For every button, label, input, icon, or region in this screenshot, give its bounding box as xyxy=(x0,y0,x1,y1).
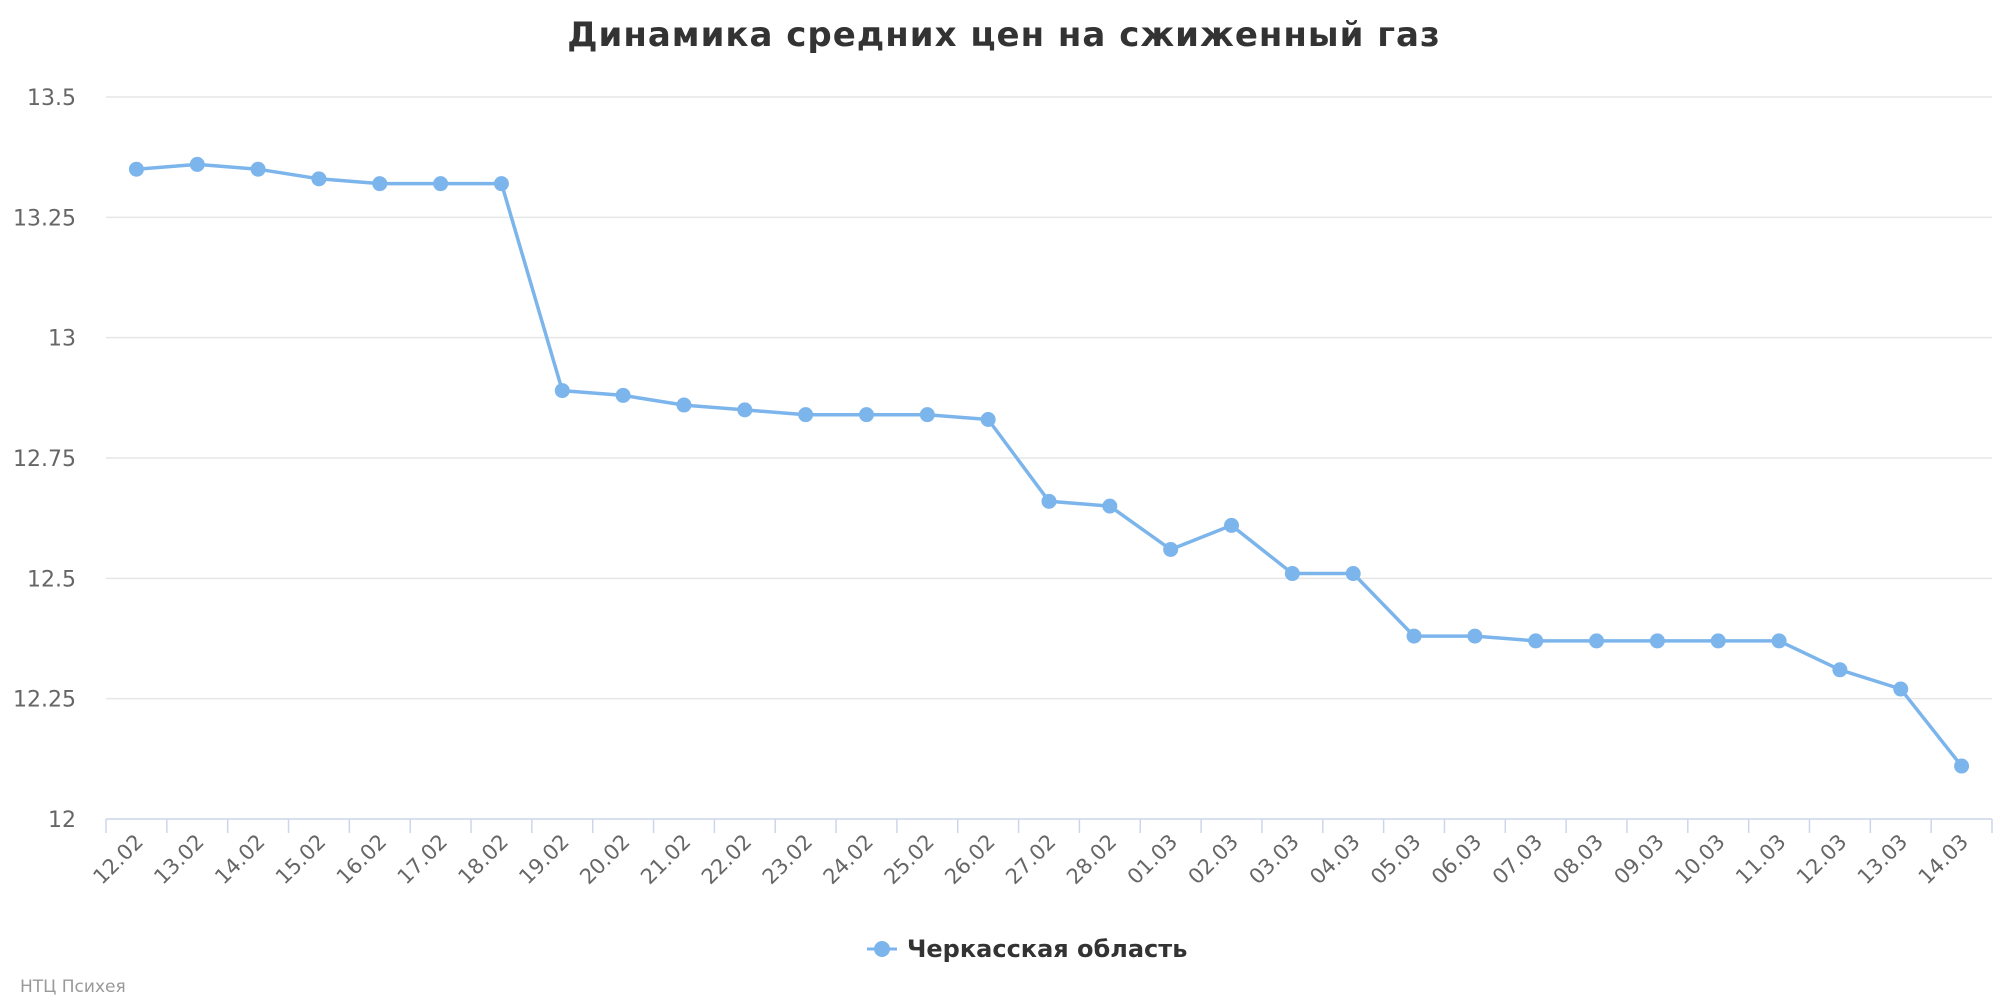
x-tick-label: 07.03 xyxy=(1488,830,1547,889)
x-tick-label: 14.02 xyxy=(210,830,269,889)
x-tick-label: 13.03 xyxy=(1853,830,1912,889)
y-tick-label: 13.25 xyxy=(13,206,76,231)
x-tick-label: 16.02 xyxy=(332,830,391,889)
x-tick-label: 28.02 xyxy=(1062,830,1121,889)
data-point[interactable] xyxy=(1528,633,1544,649)
x-tick-label: 18.02 xyxy=(454,830,513,889)
data-point[interactable] xyxy=(1406,628,1422,644)
series-line xyxy=(134,162,1964,768)
chart-title: Динамика средних цен на сжиженный газ xyxy=(567,15,1441,55)
data-point[interactable] xyxy=(1832,662,1848,678)
data-point[interactable] xyxy=(1710,633,1726,649)
y-tick-label: 12.75 xyxy=(13,447,76,472)
x-axis: 12.02 13.02 14.02 15.02 16.02 17.02 18.02 19.02… xyxy=(88,818,1993,889)
y-tick-label: 12 xyxy=(48,808,76,833)
x-tick-label: 05.03 xyxy=(1366,830,1425,889)
x-tick-label: 09.03 xyxy=(1609,830,1668,889)
x-tick-label: 17.02 xyxy=(393,830,452,889)
data-point[interactable] xyxy=(1102,498,1118,514)
y-axis: 12 12.25 12.5 12.75 13 13.25 13.5 xyxy=(13,86,76,833)
data-point[interactable] xyxy=(1224,517,1240,533)
x-tick-label: 20.02 xyxy=(575,830,634,889)
data-point[interactable] xyxy=(615,387,631,403)
x-tick-label: 14.03 xyxy=(1914,830,1973,889)
x-tick-label: 21.02 xyxy=(636,830,695,889)
x-tick-label: 24.02 xyxy=(819,830,878,889)
data-point[interactable] xyxy=(1954,758,1970,774)
data-point[interactable] xyxy=(493,176,509,192)
credits-text[interactable]: НТЦ Психея xyxy=(20,977,126,997)
x-tick-label: 13.02 xyxy=(149,830,208,889)
x-tick-label: 15.02 xyxy=(271,830,330,889)
legend[interactable]: Черкасская область xyxy=(867,935,1187,963)
data-point[interactable] xyxy=(798,407,814,423)
x-tick-label: 03.03 xyxy=(1244,830,1303,889)
legend-symbol-marker xyxy=(874,941,890,957)
x-tick-label: 12.03 xyxy=(1792,830,1851,889)
data-point[interactable] xyxy=(1041,493,1057,509)
data-point[interactable] xyxy=(980,411,996,427)
x-tick-label: 22.02 xyxy=(697,830,756,889)
data-point[interactable] xyxy=(919,407,935,423)
x-tick-label: 12.02 xyxy=(88,830,147,889)
data-point[interactable] xyxy=(554,383,570,399)
x-tick-label: 23.02 xyxy=(758,830,817,889)
data-point[interactable] xyxy=(433,176,449,192)
x-tick-label: 11.03 xyxy=(1731,830,1790,889)
data-point[interactable] xyxy=(189,156,205,172)
grid-layer xyxy=(106,96,1992,700)
legend-item-label[interactable]: Черкасская область xyxy=(907,935,1187,963)
x-tick-label: 26.02 xyxy=(940,830,999,889)
data-point[interactable] xyxy=(372,176,388,192)
y-tick-label: 13.5 xyxy=(27,86,76,111)
data-point[interactable] xyxy=(1589,633,1605,649)
data-point[interactable] xyxy=(858,407,874,423)
series-layer xyxy=(128,156,1970,774)
data-point[interactable] xyxy=(1345,566,1361,582)
x-tick-label: 27.02 xyxy=(1001,830,1060,889)
x-tick-label: 10.03 xyxy=(1670,830,1729,889)
x-tick-label: 04.03 xyxy=(1305,830,1364,889)
data-point[interactable] xyxy=(1163,541,1179,557)
data-point[interactable] xyxy=(737,402,753,418)
x-tick-label: 02.03 xyxy=(1184,830,1243,889)
data-point[interactable] xyxy=(1893,681,1909,697)
x-tick-label: 19.02 xyxy=(514,830,573,889)
data-point[interactable] xyxy=(1467,628,1483,644)
y-tick-label: 13 xyxy=(48,327,76,352)
y-tick-label: 12.5 xyxy=(27,567,76,592)
y-tick-label: 12.25 xyxy=(13,688,76,713)
x-tick-label: 06.03 xyxy=(1427,830,1486,889)
data-point[interactable] xyxy=(1284,566,1300,582)
data-point[interactable] xyxy=(676,397,692,413)
x-tick-label: 25.02 xyxy=(879,830,938,889)
x-tick-label: 08.03 xyxy=(1549,830,1608,889)
data-point[interactable] xyxy=(128,161,144,177)
data-point[interactable] xyxy=(1771,633,1787,649)
x-tick-label: 01.03 xyxy=(1123,830,1182,889)
data-point[interactable] xyxy=(311,171,327,187)
data-point[interactable] xyxy=(250,161,266,177)
data-point[interactable] xyxy=(1649,633,1665,649)
